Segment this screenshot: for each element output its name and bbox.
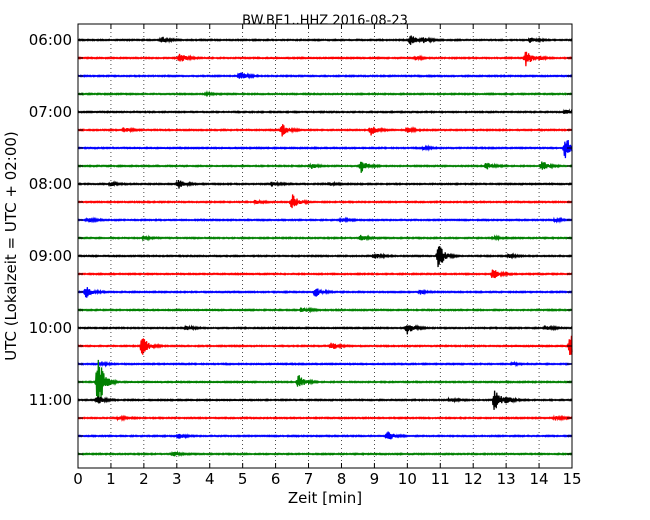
trace-0615 [77, 51, 573, 67]
trace-1130 [77, 431, 573, 440]
trace-0745 [77, 161, 573, 173]
y-tick-label: 06:00 [29, 31, 72, 49]
trace-0800 [77, 179, 573, 189]
x-tick-label: 13 [497, 470, 516, 488]
trace-1115 [77, 414, 573, 422]
x-tick-label: 4 [205, 470, 215, 488]
x-tick-label: 14 [530, 470, 549, 488]
trace-0600 [77, 35, 573, 45]
x-tick-label: 0 [73, 470, 83, 488]
x-tick-label: 15 [562, 470, 581, 488]
trace-0815 [77, 194, 573, 209]
trace-1015 [77, 335, 573, 355]
x-tick-label: 1 [106, 470, 116, 488]
y-tick-label: 09:00 [29, 247, 72, 265]
y-tick-label: 08:00 [29, 175, 72, 193]
trace-0900 [77, 246, 573, 268]
plot-frame [77, 23, 573, 469]
trace-0930 [77, 287, 573, 298]
trace-1100 [77, 390, 573, 410]
x-tick-label: 5 [238, 470, 248, 488]
trace-1000 [77, 324, 573, 335]
seismic-traces [77, 35, 573, 458]
x-tick-label: 12 [464, 470, 483, 488]
trace-0700 [77, 108, 573, 115]
x-axis-label: Zeit [min] [288, 489, 362, 507]
trace-0945 [77, 306, 573, 314]
trace-1145 [77, 450, 573, 458]
x-tick-label: 9 [370, 470, 380, 488]
x-tick-label: 6 [271, 470, 281, 488]
trace-0845 [77, 234, 573, 242]
trace-0645 [77, 90, 573, 98]
trace-0630 [77, 72, 573, 80]
trace-0730 [77, 139, 573, 159]
trace-1030 [77, 360, 573, 368]
trace-0915 [77, 269, 573, 279]
trace-0830 [77, 216, 573, 224]
trace-1045 [77, 359, 573, 403]
x-tick-label: 3 [172, 470, 182, 488]
y-axis-label: UTC (Lokalzeit = UTC + 02:00) [2, 131, 20, 361]
trace-0715 [77, 124, 573, 137]
y-tick-label: 10:00 [29, 319, 72, 337]
x-tick-label: 11 [431, 470, 450, 488]
chart-title: BW.BE1..HHZ 2016-08-23 [242, 14, 408, 29]
x-tick-label: 2 [139, 470, 149, 488]
y-tick-label: 07:00 [29, 103, 72, 121]
x-tick-label: 10 [398, 470, 417, 488]
axis-ticks: 0 1 2 3 4 5 6 7 8 9 10 11 12 13 14 1506:0007:0008:0009:… [29, 24, 582, 488]
y-tick-label: 11:00 [29, 391, 72, 409]
x-tick-label: 8 [337, 470, 347, 488]
x-tick-label: 7 [304, 470, 314, 488]
